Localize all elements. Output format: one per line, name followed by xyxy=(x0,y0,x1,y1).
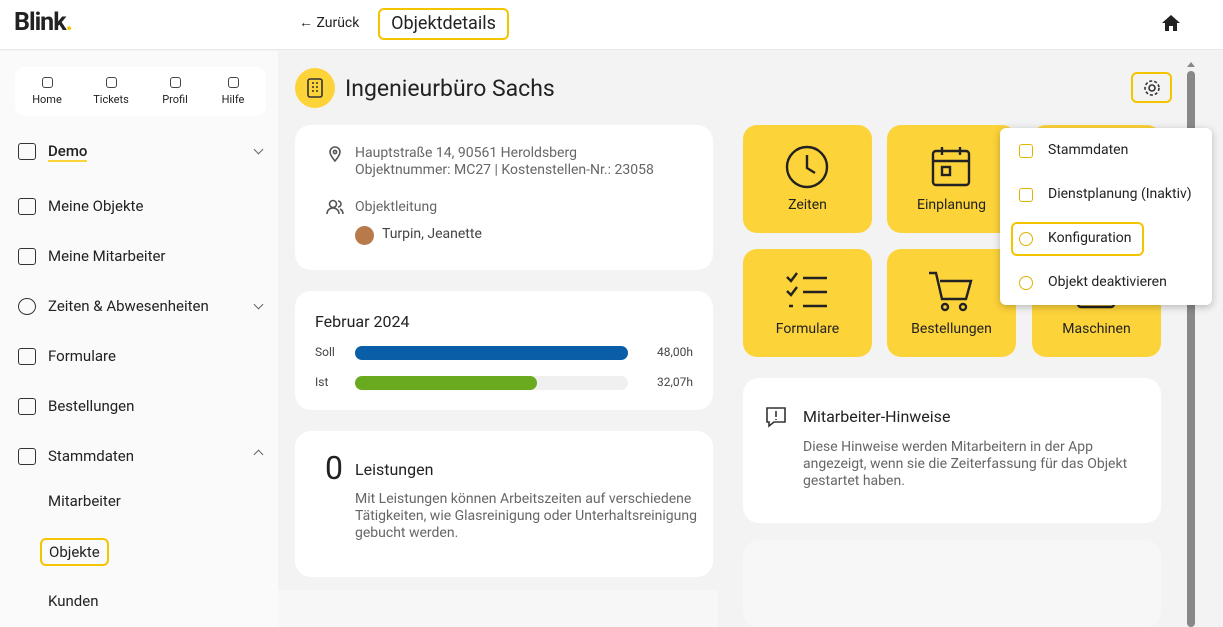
sidebar-item[interactable]: Zeiten & Abwesenheiten xyxy=(48,297,209,315)
bar-label: Ist xyxy=(315,375,329,389)
address-card: Hauptstraße 14, 90561 Heroldsberg Objekt… xyxy=(295,125,713,270)
sidebar-subitem[interactable]: Kunden xyxy=(48,592,99,610)
object-name: Ingenieurbüro Sachs xyxy=(345,75,555,102)
sidebar-item[interactable]: Bestellungen xyxy=(48,397,135,415)
object-icon xyxy=(295,68,335,108)
lead-label: Objektleitung xyxy=(355,199,438,215)
sidebar-subitem[interactable]: Objekte xyxy=(40,538,109,566)
tile[interactable]: Bestellungen xyxy=(887,249,1016,357)
tile-label: Zeiten xyxy=(788,197,827,213)
tile-label: Maschinen xyxy=(1062,321,1131,337)
services-count: 0 xyxy=(325,449,343,487)
sidebar-icon xyxy=(18,248,36,265)
logo-dot: . xyxy=(65,8,73,37)
sidebar-item[interactable]: Stammdaten xyxy=(48,447,135,465)
sidebar-item[interactable]: Meine Mitarbeiter xyxy=(48,247,166,265)
month-card: Februar 2024 Soll 48,00h Ist 32,07h xyxy=(295,291,713,410)
month-title: Februar 2024 xyxy=(315,312,410,331)
quick-nav-label: Home xyxy=(32,93,62,106)
quick-nav-icon xyxy=(41,77,53,88)
quick-nav-label: Hilfe xyxy=(221,93,245,106)
bar-label: Soll xyxy=(315,345,335,359)
empty-card xyxy=(278,590,718,627)
services-card: 0 Leistungen Mit Leistungen können Arbei… xyxy=(295,431,713,577)
sidebar-icon xyxy=(18,298,36,315)
notes-title: Mitarbeiter-Hinweise xyxy=(803,407,951,426)
scrollbar[interactable] xyxy=(1186,55,1196,627)
tile-icon xyxy=(785,145,829,189)
sidebar-item[interactable]: Demo xyxy=(48,142,88,162)
tile[interactable]: Zeiten xyxy=(743,125,872,233)
sidebar-icon xyxy=(18,348,36,365)
object-number: Objektnummer: MC27 | Kostenstellen-Nr.: … xyxy=(355,162,654,178)
tile-label: Einplanung xyxy=(916,197,986,213)
bar xyxy=(355,346,628,360)
menu-item[interactable]: Konfiguration xyxy=(1048,230,1132,246)
tile[interactable]: Formulare xyxy=(743,249,872,357)
quick-nav-item[interactable]: Tickets xyxy=(85,73,137,106)
bar-value: 48,00h xyxy=(657,345,693,359)
dropdown-menu: Stammdaten Dienstplanung (Inaktiv) Konfigu… xyxy=(1000,128,1212,305)
sidebar-icon xyxy=(18,143,36,160)
sidebar-item[interactable]: Formulare xyxy=(48,347,116,365)
quick-nav-icon xyxy=(169,77,181,88)
menu-icon xyxy=(1019,232,1033,246)
top-bar: Blink. ← Zurück Objektdetails xyxy=(0,0,1223,50)
chevron xyxy=(253,299,264,310)
menu-highlight xyxy=(1011,222,1144,256)
quick-nav-item[interactable]: Home xyxy=(21,73,73,106)
chevron xyxy=(253,449,264,460)
back-link[interactable]: ← Zurück xyxy=(299,15,360,31)
services-text: Mit Leistungen können Arbeitszeiten auf … xyxy=(355,491,697,541)
tile-icon xyxy=(786,272,827,308)
sidebar: Home Tickets Profil Hilfe Demo Meine Objekte… xyxy=(0,51,278,627)
tile-label: Bestellungen xyxy=(911,321,992,337)
sidebar-icon xyxy=(18,198,36,215)
tile-icon xyxy=(929,271,973,312)
menu-item[interactable]: Objekt deaktivieren xyxy=(1048,274,1167,290)
home-icon[interactable] xyxy=(1161,14,1181,32)
menu-item[interactable]: Stammdaten xyxy=(1048,142,1129,158)
menu-icon xyxy=(1019,188,1033,202)
quick-nav-item[interactable]: Profil xyxy=(149,73,201,106)
quick-nav-icon xyxy=(227,77,239,88)
menu-icon xyxy=(1019,276,1033,290)
quick-nav-label: Tickets xyxy=(93,93,129,106)
logo[interactable]: Blink. xyxy=(14,8,73,37)
quick-nav-icon xyxy=(105,77,117,88)
quick-nav: Home Tickets Profil Hilfe xyxy=(15,67,266,116)
sidebar-item[interactable]: Meine Objekte xyxy=(48,197,144,215)
quick-nav-item[interactable]: Hilfe xyxy=(207,73,259,106)
notes-card: Mitarbeiter-Hinweise Diese Hinweise werd… xyxy=(743,378,1161,523)
tile-icon xyxy=(931,147,971,187)
avatar xyxy=(355,226,374,245)
lead-name: Turpin, Jeanette xyxy=(382,226,482,242)
page-title: Objektdetails xyxy=(378,8,509,40)
chevron xyxy=(253,144,264,155)
settings-button[interactable] xyxy=(1131,72,1172,103)
logo-text: Blink xyxy=(14,8,67,37)
sidebar-icon xyxy=(18,398,36,415)
bar-value: 32,07h xyxy=(657,375,693,389)
address-line: Hauptstraße 14, 90561 Heroldsberg xyxy=(355,145,577,161)
menu-item[interactable]: Dienstplanung (Inaktiv) xyxy=(1048,186,1192,202)
tile[interactable]: Einplanung xyxy=(887,125,1016,233)
menu-icon xyxy=(1019,144,1033,158)
sidebar-subitem[interactable]: Mitarbeiter xyxy=(48,492,121,510)
services-title: Leistungen xyxy=(355,460,434,479)
quick-nav-label: Profil xyxy=(162,93,188,106)
notes-text: Diese Hinweise werden Mitarbeitern in de… xyxy=(803,439,1128,489)
tile-label: Formulare xyxy=(775,321,840,337)
empty-card xyxy=(743,540,1161,627)
sidebar-icon xyxy=(18,448,36,465)
bar xyxy=(355,376,538,390)
